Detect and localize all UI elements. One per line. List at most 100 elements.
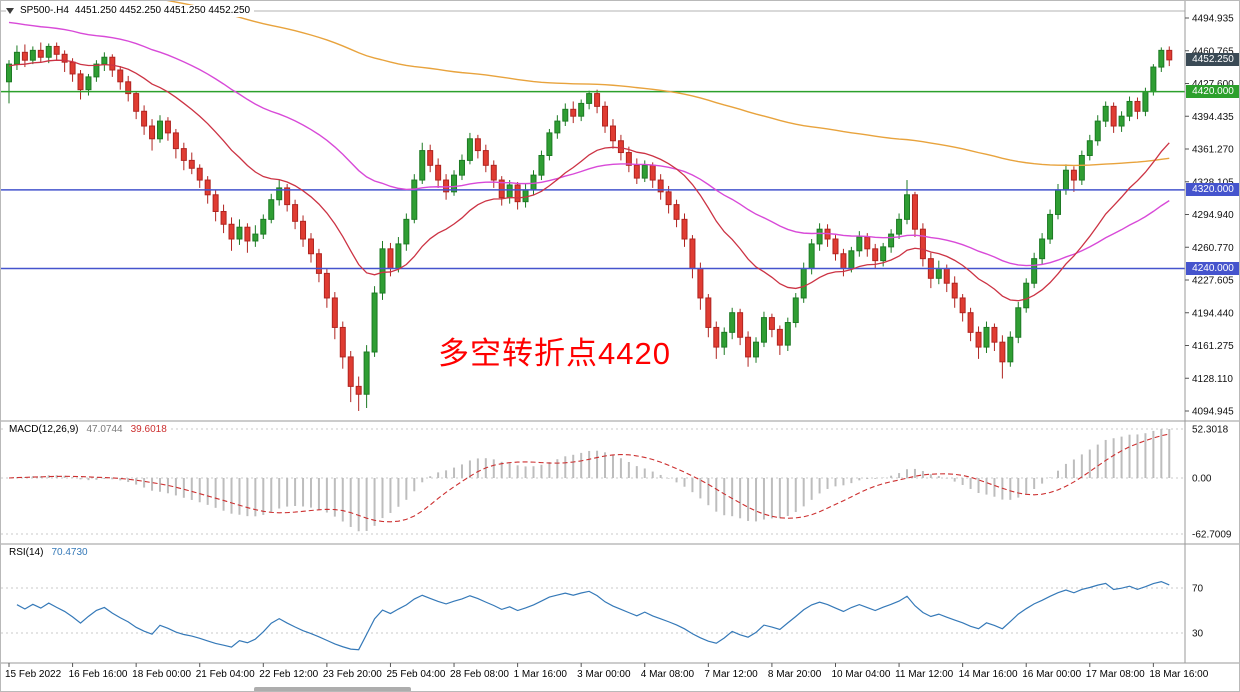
macd-indicator-label: MACD(12,26,9) 47.0744 39.6018 — [6, 424, 170, 435]
candle-body — [371, 292, 378, 353]
candle-body — [1070, 169, 1077, 181]
candle-body — [602, 105, 609, 127]
candle-body — [848, 250, 855, 269]
candle-body — [109, 56, 116, 71]
candle-body — [514, 184, 521, 203]
candle-body — [212, 194, 219, 212]
candle-body — [721, 331, 728, 348]
candle-body — [856, 236, 863, 252]
candle-body — [1166, 49, 1173, 61]
symbol-title: SP500-.H4 — [20, 5, 69, 16]
candle-body — [172, 132, 179, 150]
candle-body — [1118, 115, 1125, 127]
candle-body — [959, 297, 966, 314]
candle-body — [403, 218, 410, 245]
candle-body — [697, 267, 704, 299]
price-axis-label: 4394.435 — [1192, 112, 1234, 123]
price-axis-label: 4460.765 — [1192, 46, 1234, 57]
candle-body — [975, 331, 982, 348]
time-axis-label: 18 Feb 00:00 — [132, 669, 192, 680]
time-axis-label: 21 Feb 04:00 — [195, 669, 255, 680]
candle-body — [1039, 238, 1046, 260]
candle-body — [641, 164, 648, 179]
candle-body — [260, 218, 267, 235]
candle-body — [482, 150, 489, 166]
candle-body — [268, 199, 275, 220]
candle-body — [307, 238, 314, 255]
horizontal-scrollbar[interactable] — [254, 687, 411, 691]
candle-body — [665, 191, 672, 206]
rsi-line — [16, 581, 1170, 651]
time-axis-label: 15 Feb 2022 — [5, 669, 62, 680]
candle-body — [204, 179, 211, 196]
annotation-text: 多空转折点4420 — [438, 336, 671, 371]
candle-body — [93, 63, 100, 78]
candle-body — [77, 73, 84, 91]
candle-body — [538, 154, 545, 176]
symbol-ohlc-values: 4451.250 4452.250 4451.250 4452.250 — [74, 5, 251, 16]
candle-body — [649, 164, 656, 181]
rsi-indicator-label: RSI(14) 70.4730 — [6, 547, 91, 558]
candle-body — [339, 326, 346, 358]
price-axis-label: 4260.770 — [1192, 243, 1234, 254]
candle-body — [570, 108, 577, 117]
candle-body — [466, 138, 473, 161]
candle-body — [13, 51, 20, 65]
time-axis-label: 23 Feb 20:00 — [322, 669, 382, 680]
candle-body — [21, 51, 28, 61]
candle-body — [760, 317, 767, 343]
candle-body — [609, 125, 616, 142]
candle-body — [156, 120, 163, 140]
candle-body — [919, 228, 926, 260]
candle-body — [164, 120, 171, 134]
candle-body — [355, 385, 362, 395]
candle-body — [228, 223, 235, 240]
candle-body — [880, 246, 887, 262]
candle-body — [292, 204, 299, 222]
candle-body — [625, 152, 632, 166]
candle-body — [284, 187, 291, 206]
candle-body — [117, 69, 124, 83]
candle-body — [1134, 100, 1141, 112]
candle-body — [315, 253, 322, 274]
candle-body — [896, 218, 903, 235]
candle-body — [1158, 49, 1165, 68]
symbol-marker-icon — [6, 7, 14, 14]
candle-body — [991, 326, 998, 343]
candle-body — [458, 159, 465, 176]
time-axis-label: 3 Mar 00:00 — [577, 669, 631, 680]
candle-body — [252, 233, 259, 242]
candle-body — [745, 336, 752, 358]
candle-body — [1094, 120, 1101, 142]
ma-slow-line — [166, 1, 1170, 167]
candle-body — [999, 341, 1006, 363]
candle-body — [943, 267, 950, 284]
candle-body — [776, 328, 783, 346]
candle-body — [101, 56, 108, 65]
rsi-axis-label: 30 — [1192, 629, 1204, 640]
candle-body — [808, 243, 815, 269]
candle-body — [784, 322, 791, 346]
candle-body — [6, 63, 12, 83]
candle-body — [45, 45, 52, 58]
candle-body — [840, 253, 847, 269]
ma-fast-line — [8, 59, 1170, 302]
candle-body — [554, 120, 561, 134]
candle-body — [331, 297, 338, 328]
candle-body — [506, 184, 513, 199]
candle-body — [935, 267, 942, 279]
candle-body — [53, 45, 60, 55]
level-price-badge-4320: 4320.000 — [1186, 183, 1239, 196]
candle-body — [1078, 154, 1085, 181]
candle-body — [300, 220, 307, 240]
candle-body — [1007, 336, 1014, 363]
time-axis-label: 25 Feb 04:00 — [386, 669, 446, 680]
candle-body — [133, 93, 140, 112]
time-axis-label: 16 Mar 00:00 — [1022, 669, 1082, 680]
candle-body — [792, 297, 799, 324]
price-axis-label: 4328.105 — [1192, 177, 1234, 188]
candle-body — [562, 108, 569, 122]
candle-body — [125, 81, 132, 95]
candle-body — [411, 179, 418, 220]
